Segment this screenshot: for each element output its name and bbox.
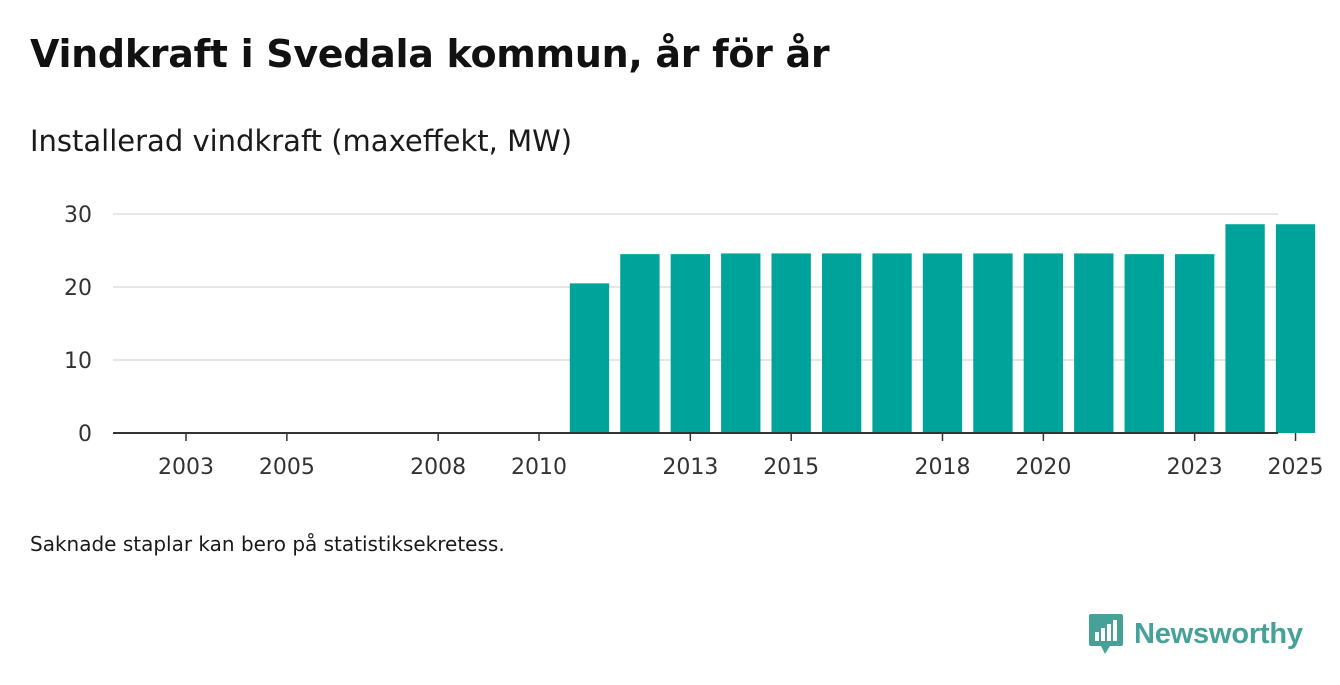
y-tick-label-30: 30 [64, 203, 92, 228]
bar-2025 [1275, 224, 1316, 433]
newsworthy-icon [1089, 614, 1123, 654]
x-axis [113, 432, 1297, 441]
x-tick-label-2025: 2025 [1268, 455, 1324, 480]
y-tick-label-0: 0 [78, 422, 92, 447]
bar-2022 [1124, 254, 1164, 433]
bar-2011 [569, 283, 610, 433]
x-tick-label-2018: 2018 [914, 455, 970, 480]
x-tick-label-2023: 2023 [1167, 455, 1223, 480]
brand-logo: Newsworthy [1088, 612, 1303, 656]
bar-2012 [620, 254, 660, 433]
x-tick-label-2015: 2015 [763, 455, 819, 480]
bar-2021 [1074, 253, 1114, 433]
y-tick-label-10: 10 [64, 349, 92, 374]
bar-2018 [922, 253, 963, 433]
bar-2015 [771, 253, 811, 433]
bar-2023 [1174, 254, 1215, 433]
bar-2019 [973, 253, 1013, 433]
bar-chart: 0 10 20 30 2003 2005 2008 2010 2013 2015 2018 2020 2… [64, 203, 1324, 480]
chart-subtitle: Installerad vindkraft (maxeffekt, MW) [30, 124, 573, 158]
bars [569, 224, 1316, 433]
footnote: Saknade staplar kan bero på statistiksek… [30, 532, 505, 556]
x-tick-label-2008: 2008 [410, 455, 466, 480]
bar-2017 [872, 253, 912, 433]
tick-labels: 0 10 20 30 2003 2005 2008 2010 2013 2015 2018 2020 2… [64, 203, 1324, 480]
x-tick-label-2013: 2013 [662, 455, 718, 480]
x-tick-label-2010: 2010 [511, 455, 567, 480]
bar-2024 [1225, 224, 1265, 433]
bar-2020 [1023, 253, 1064, 433]
bar-2013 [670, 254, 710, 433]
x-tick-label-2020: 2020 [1015, 455, 1071, 480]
bar-2014 [721, 253, 761, 433]
x-tick-label-2003: 2003 [158, 455, 214, 480]
brand-name: Newsworthy [1134, 617, 1303, 650]
x-tick-label-2005: 2005 [259, 455, 315, 480]
y-tick-label-20: 20 [64, 276, 92, 301]
chart-title: Vindkraft i Svedala kommun, år för år [30, 32, 830, 76]
bar-2016 [821, 253, 862, 433]
